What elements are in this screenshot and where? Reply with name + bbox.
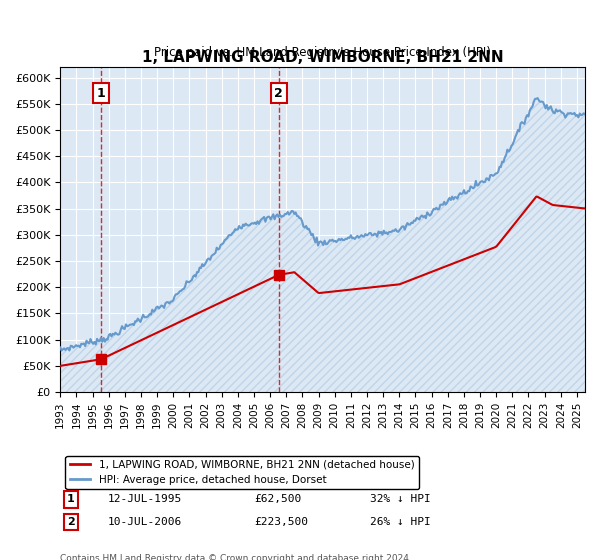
Text: 2: 2 — [67, 517, 74, 527]
Text: 2: 2 — [274, 87, 283, 100]
Text: 1: 1 — [67, 494, 74, 504]
Legend: 1, LAPWING ROAD, WIMBORNE, BH21 2NN (detached house), HPI: Average price, detach: 1, LAPWING ROAD, WIMBORNE, BH21 2NN (det… — [65, 456, 419, 489]
Text: £62,500: £62,500 — [254, 494, 302, 504]
Text: Price paid vs. HM Land Registry's House Price Index (HPI): Price paid vs. HM Land Registry's House … — [154, 46, 491, 59]
Text: 12-JUL-1995: 12-JUL-1995 — [107, 494, 182, 504]
Text: 1: 1 — [97, 87, 106, 100]
Text: 32% ↓ HPI: 32% ↓ HPI — [370, 494, 431, 504]
Text: 10-JUL-2006: 10-JUL-2006 — [107, 517, 182, 527]
Text: £223,500: £223,500 — [254, 517, 308, 527]
Title: 1, LAPWING ROAD, WIMBORNE, BH21 2NN: 1, LAPWING ROAD, WIMBORNE, BH21 2NN — [142, 50, 503, 64]
Text: Contains HM Land Registry data © Crown copyright and database right 2024.
This d: Contains HM Land Registry data © Crown c… — [60, 554, 412, 560]
Text: 26% ↓ HPI: 26% ↓ HPI — [370, 517, 431, 527]
